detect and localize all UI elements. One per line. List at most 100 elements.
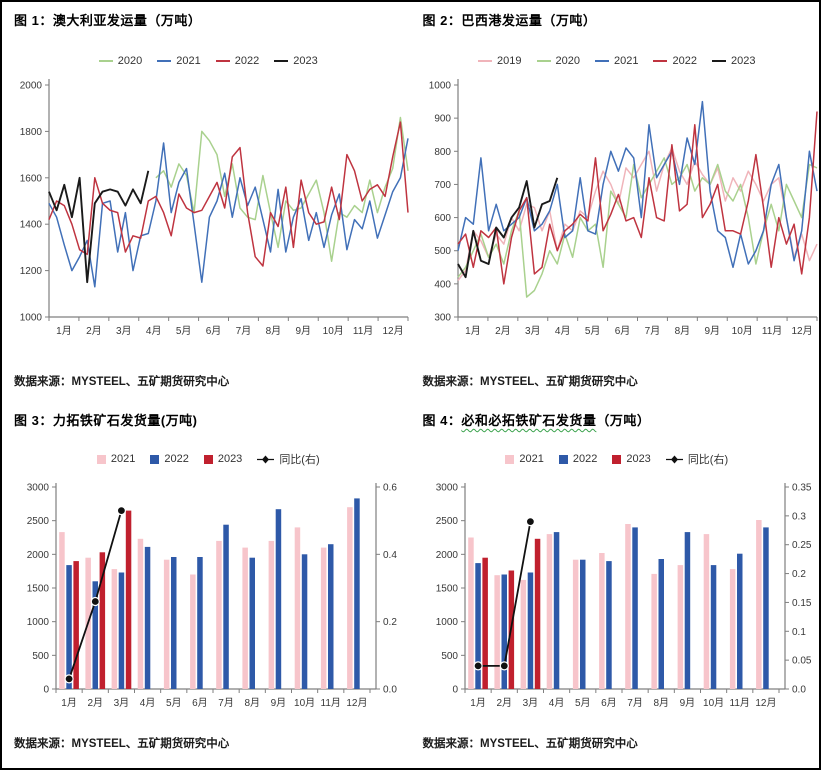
svg-text:10月: 10月 bbox=[703, 697, 724, 709]
svg-text:6月: 6月 bbox=[614, 325, 630, 337]
legend-item-2020: 2020 bbox=[536, 55, 580, 67]
chart4-legend: 2021 2022 2023 同比(右) bbox=[423, 451, 812, 467]
svg-text:1月: 1月 bbox=[470, 697, 486, 709]
svg-text:2月: 2月 bbox=[496, 697, 512, 709]
svg-text:2月: 2月 bbox=[495, 325, 511, 337]
legend-diamond-icon bbox=[665, 455, 683, 463]
legend-square-swatch bbox=[612, 454, 622, 464]
chart1-source: 数据来源：MYSTEEL、五矿期货研究中心 bbox=[14, 376, 230, 388]
svg-text:8月: 8月 bbox=[266, 325, 282, 337]
yoy-line bbox=[64, 505, 127, 684]
legend-item-2021: 2021 bbox=[96, 453, 136, 465]
legend-label: 2022 bbox=[572, 453, 598, 465]
legend-item-2021: 2021 bbox=[595, 55, 638, 67]
svg-text:3月: 3月 bbox=[116, 325, 132, 337]
charts-row-1: 图 1：澳大利亚发运量（万吨） 2020 2021 2022 2023 1000 120… bbox=[2, 2, 819, 402]
legend-line-swatch bbox=[711, 60, 726, 62]
svg-text:8月: 8月 bbox=[244, 697, 260, 709]
svg-text:0.05: 0.05 bbox=[792, 656, 812, 667]
legend-label: 2022 bbox=[234, 55, 260, 67]
svg-text:0.15: 0.15 bbox=[792, 598, 812, 609]
svg-text:5月: 5月 bbox=[176, 325, 192, 337]
svg-text:7月: 7月 bbox=[218, 697, 234, 709]
legend-item-2022: 2022 bbox=[150, 453, 189, 465]
svg-text:800: 800 bbox=[434, 147, 451, 158]
series-line-2022 bbox=[456, 111, 818, 285]
svg-text:11月: 11月 bbox=[321, 697, 341, 709]
svg-text:11月: 11月 bbox=[761, 325, 781, 337]
svg-text:900: 900 bbox=[434, 114, 451, 125]
series-line-2019 bbox=[456, 147, 818, 281]
legend-item-2021: 2021 bbox=[157, 55, 201, 67]
legend-line-swatch bbox=[215, 60, 230, 62]
axes: 300 400 500 600 700 800 900 1000 1月 2月 3月 4月 5月 6月 7月 8… bbox=[428, 79, 817, 337]
chart1-panel: 图 1：澳大利亚发运量（万吨） 2020 2021 2022 2023 1000 120… bbox=[2, 2, 411, 402]
charts-row-2: 图 3：力拓铁矿石发货量(万吨) 2021 2022 2023 同比(右) 0 500 1… bbox=[2, 402, 819, 754]
bars-2023 bbox=[73, 510, 132, 689]
series-line-2021 bbox=[456, 100, 818, 269]
bars-2021 bbox=[467, 520, 762, 689]
svg-text:1500: 1500 bbox=[435, 584, 458, 595]
svg-text:4月: 4月 bbox=[140, 697, 156, 709]
svg-text:10月: 10月 bbox=[294, 697, 315, 709]
series-line-2021 bbox=[48, 138, 409, 288]
svg-text:1000: 1000 bbox=[428, 81, 451, 92]
svg-text:4月: 4月 bbox=[146, 325, 162, 337]
svg-text:9月: 9月 bbox=[704, 325, 720, 337]
svg-text:2月: 2月 bbox=[86, 325, 102, 337]
bars-2021 bbox=[59, 507, 353, 689]
legend-item-2023: 2023 bbox=[612, 453, 651, 465]
svg-text:400: 400 bbox=[434, 279, 451, 290]
svg-text:12月: 12月 bbox=[346, 697, 367, 709]
series-line-2023 bbox=[48, 170, 150, 284]
svg-text:1200: 1200 bbox=[20, 266, 43, 277]
svg-text:0.4: 0.4 bbox=[383, 550, 397, 561]
svg-text:9月: 9月 bbox=[679, 697, 695, 709]
svg-text:0: 0 bbox=[452, 685, 458, 696]
chart2-panel: 图 2：巴西港发运量（万吨） 2019 2020 2021 2022 2023 300 4… bbox=[411, 2, 820, 402]
svg-text:2500: 2500 bbox=[435, 516, 458, 527]
svg-text:4月: 4月 bbox=[548, 697, 564, 709]
chart4-plot: 0 500 1000 1500 2000 2500 3000 0.0 0.05 0.1 0.15 0.… bbox=[435, 483, 812, 710]
legend-label: 2023 bbox=[730, 55, 756, 67]
series-line-2022 bbox=[48, 121, 409, 267]
bars-2022 bbox=[474, 527, 769, 689]
svg-text:1000: 1000 bbox=[435, 617, 458, 628]
chart2-plot: 300 400 500 600 700 800 900 1000 1月 2月 3月 4月 5月 6月 7月 8… bbox=[428, 79, 818, 337]
svg-text:2000: 2000 bbox=[20, 81, 43, 92]
svg-text:0.6: 0.6 bbox=[383, 483, 397, 494]
svg-text:1500: 1500 bbox=[27, 584, 50, 595]
legend-label: 同比(右) bbox=[687, 454, 729, 466]
chart3-title: 图 3：力拓铁矿石发货量(万吨) bbox=[14, 413, 198, 428]
chart3-panel: 图 3：力拓铁矿石发货量(万吨) 2021 2022 2023 同比(右) 0 500 1… bbox=[2, 402, 411, 754]
svg-text:0.1: 0.1 bbox=[792, 627, 806, 638]
svg-text:2500: 2500 bbox=[27, 516, 50, 527]
legend-item-2022: 2022 bbox=[215, 55, 260, 67]
svg-text:300: 300 bbox=[434, 313, 451, 324]
chart4-title-main: 必和必拓铁矿石发货量 bbox=[461, 413, 597, 428]
svg-text:12月: 12月 bbox=[755, 697, 776, 709]
svg-text:11月: 11月 bbox=[353, 325, 373, 337]
legend-label: 2020 bbox=[555, 55, 580, 67]
svg-text:10月: 10月 bbox=[323, 325, 344, 337]
svg-text:0.2: 0.2 bbox=[383, 617, 397, 628]
chart1-legend: 2020 2021 2022 2023 bbox=[14, 55, 403, 67]
legend-label: 2023 bbox=[626, 453, 651, 465]
chart2-source: 数据来源：MYSTEEL、五矿期货研究中心 bbox=[422, 376, 638, 388]
legend-square-swatch bbox=[505, 454, 515, 464]
series-line-2023 bbox=[456, 177, 558, 279]
svg-text:9月: 9月 bbox=[296, 325, 312, 337]
svg-text:0.25: 0.25 bbox=[792, 540, 812, 551]
legend-label: 2021 bbox=[110, 453, 136, 465]
legend-line-swatch bbox=[98, 60, 113, 62]
svg-text:3月: 3月 bbox=[522, 697, 538, 709]
legend-line-swatch bbox=[653, 60, 668, 62]
svg-text:0.0: 0.0 bbox=[792, 685, 806, 696]
svg-text:0.35: 0.35 bbox=[792, 483, 812, 494]
bars-2022 bbox=[66, 498, 360, 689]
svg-text:0: 0 bbox=[43, 685, 49, 696]
svg-text:500: 500 bbox=[32, 651, 49, 662]
svg-text:1月: 1月 bbox=[465, 325, 481, 337]
svg-text:3月: 3月 bbox=[525, 325, 541, 337]
